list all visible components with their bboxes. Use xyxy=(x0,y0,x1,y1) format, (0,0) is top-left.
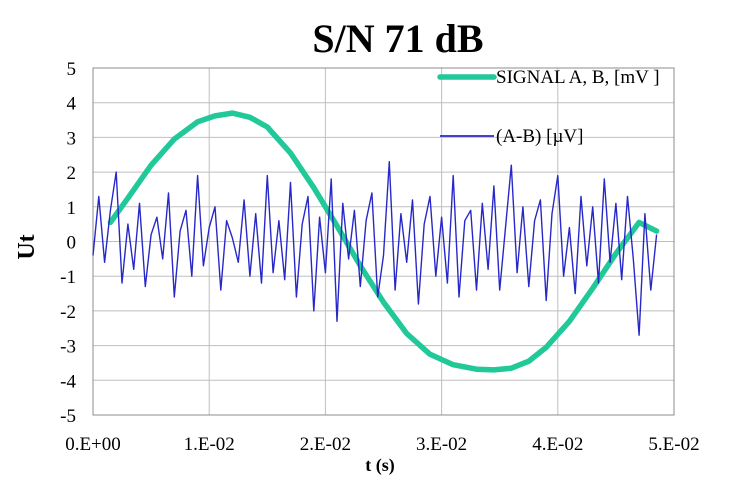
legend-label-difference: (A-B) [µV] xyxy=(496,126,583,147)
y-tick-label: -5 xyxy=(60,406,76,427)
series-line-signal xyxy=(107,110,660,373)
y-tick-label: -4 xyxy=(60,371,76,392)
y-tick-label: 1 xyxy=(67,198,77,219)
x-axis-label: t (s) xyxy=(365,455,395,476)
y-axis-ticks: -5 -4 -3 -2 -1 0 1 2 3 4 5 xyxy=(60,59,76,427)
x-axis-ticks: 0.E+00 1.E-02 2.E-02 3.E-02 4.E-02 5.E-02 xyxy=(65,434,699,455)
y-tick-label: 3 xyxy=(67,128,77,149)
grid xyxy=(92,67,675,416)
legend: SIGNAL A, B, [mV ] (A-B) [µV] xyxy=(437,67,660,147)
chart-title: S/N 71 dB xyxy=(312,16,483,61)
y-tick-label: 2 xyxy=(67,163,77,184)
x-tick-label: 5.E-02 xyxy=(648,434,699,455)
y-tick-label: -1 xyxy=(60,267,76,288)
x-tick-label: 0.E+00 xyxy=(65,434,121,455)
x-tick-label: 3.E-02 xyxy=(416,434,467,455)
y-tick-label: 5 xyxy=(67,59,77,80)
x-tick-label: 4.E-02 xyxy=(532,434,583,455)
y-axis-label: Ut xyxy=(14,234,40,259)
y-tick-label: 0 xyxy=(67,233,77,254)
y-tick-label: 4 xyxy=(67,94,77,115)
x-tick-label: 1.E-02 xyxy=(184,434,235,455)
y-tick-label: -2 xyxy=(60,302,76,323)
legend-label-signal: SIGNAL A, B, [mV ] xyxy=(496,67,660,88)
series-layer xyxy=(92,110,660,373)
y-tick-label: -3 xyxy=(60,337,76,358)
plot-frame xyxy=(92,67,675,416)
series-line-difference xyxy=(92,161,658,336)
x-tick-label: 2.E-02 xyxy=(300,434,351,455)
